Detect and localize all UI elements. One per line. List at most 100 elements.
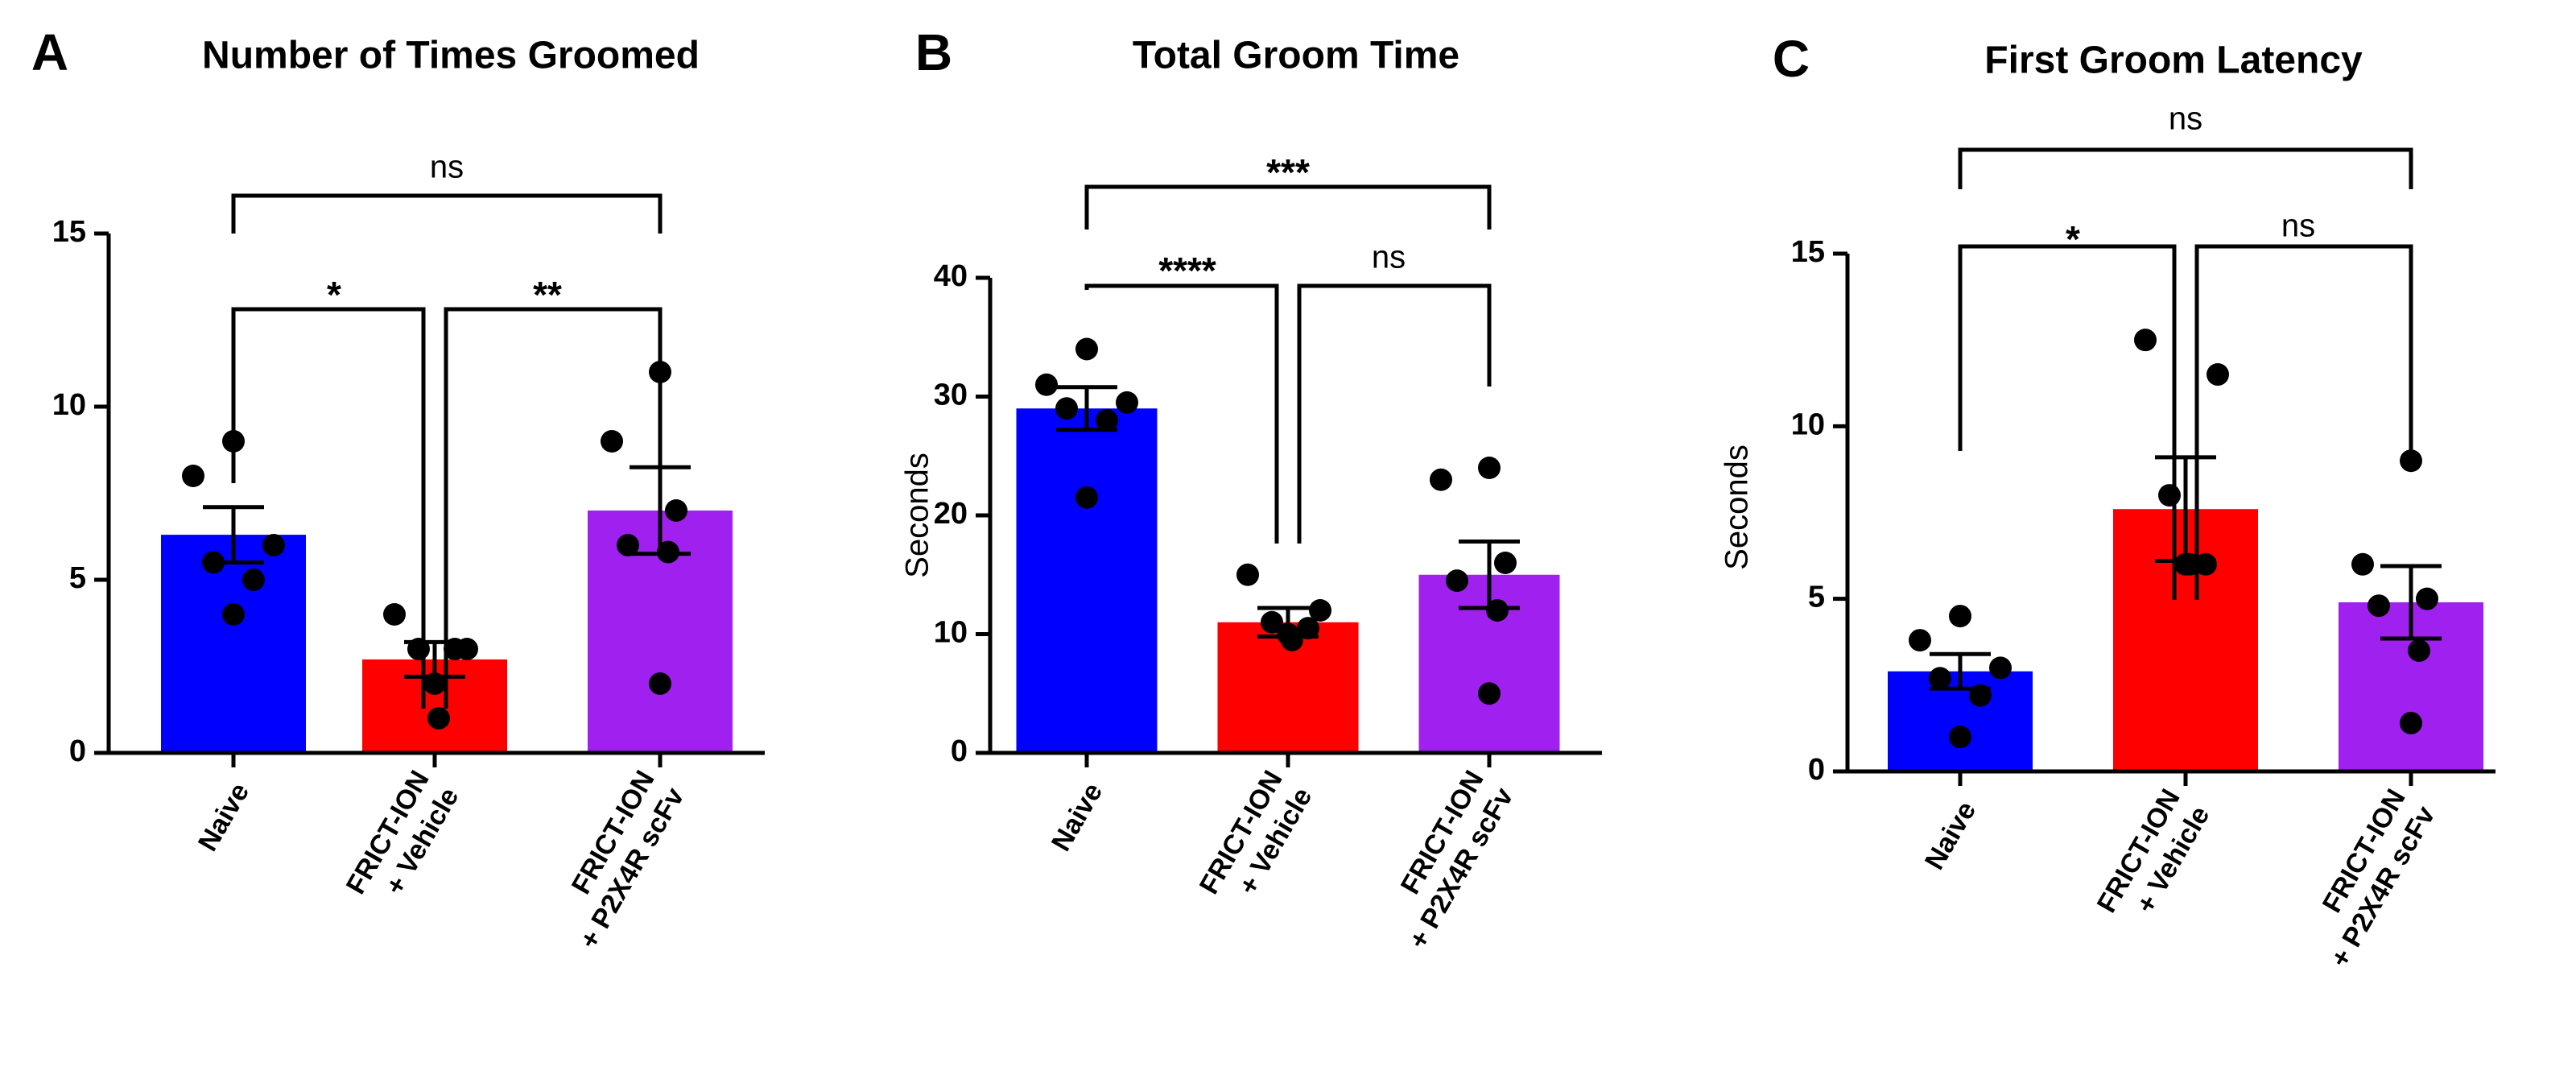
- y-tick-label: 10: [1791, 407, 1825, 441]
- x-tick-label: Naive: [1919, 796, 1982, 875]
- significance-bracket: [1084, 184, 1492, 229]
- x-tick-label-line: Naive: [192, 778, 255, 857]
- chart-title: Total Groom Time: [1133, 35, 1459, 77]
- significance-label: ns: [1372, 240, 1406, 275]
- x-tick-label: Naive: [1046, 778, 1108, 857]
- data-point: [1478, 682, 1501, 705]
- chart-title: Number of Times Groomed: [202, 35, 700, 77]
- panel-letter: B: [915, 23, 952, 81]
- data-point: [2158, 484, 2181, 507]
- significance-bracket: [1297, 283, 1492, 544]
- panel-a: A Number of Times Groomed 0 5 10 15 Naive FRICT…: [31, 23, 765, 954]
- data-point: [1949, 726, 1971, 749]
- data-point: [1281, 628, 1303, 651]
- x-tick-label: FRICT-ION+ Vehicle: [341, 766, 465, 916]
- y-tick-label: 0: [951, 734, 968, 768]
- x-tick-label: Naive: [192, 778, 255, 857]
- data-point: [1116, 391, 1138, 414]
- data-point: [383, 603, 406, 626]
- significance-label: ns: [2281, 209, 2315, 244]
- y-tick-label: 10: [934, 616, 968, 650]
- x-tick-label-line: Naive: [1046, 778, 1108, 857]
- x-tick-label: FRICT-ION+ P2X4R scFv: [2295, 784, 2442, 973]
- x-tick-label: FRICT-ION+ P2X4R scFv: [544, 766, 691, 954]
- significance-label: **: [533, 274, 562, 316]
- panel-letter: C: [1773, 30, 1810, 88]
- data-point: [2207, 363, 2229, 387]
- data-point: [1075, 337, 1098, 361]
- data-point: [182, 465, 204, 487]
- data-point: [202, 551, 225, 574]
- data-point: [423, 672, 446, 695]
- data-point: [1035, 373, 1058, 396]
- significance-bracket: [231, 307, 426, 709]
- significance-bracket: [1084, 283, 1279, 544]
- data-point: [1989, 656, 2012, 680]
- significance-bracket: [231, 193, 663, 234]
- y-tick-label: 40: [934, 259, 968, 293]
- data-point: [1478, 457, 1501, 479]
- x-tick-label-line: Naive: [1919, 796, 1982, 875]
- data-point: [1909, 629, 1931, 652]
- data-point: [242, 569, 265, 591]
- data-point: [617, 534, 639, 556]
- data-point: [649, 672, 671, 695]
- significance-label: ns: [2169, 101, 2202, 137]
- significance-label: ***: [1266, 151, 1310, 193]
- data-point: [1969, 684, 1992, 707]
- chart-title: First Groom Latency: [1984, 39, 2363, 82]
- y-tick-label: 10: [52, 388, 86, 422]
- data-point: [1236, 563, 1259, 586]
- data-point: [222, 603, 245, 626]
- panel-b: B Total Groom Time Seconds 0 10 20 30 40 Naive FR…: [900, 23, 1602, 954]
- data-point: [407, 638, 430, 660]
- data-point: [657, 540, 679, 564]
- y-tick-label: 30: [934, 378, 968, 412]
- data-point: [1297, 617, 1319, 640]
- data-point: [2400, 449, 2422, 473]
- significance-label: ****: [1158, 250, 1216, 291]
- data-point: [2134, 329, 2157, 352]
- y-tick-label: 15: [1791, 235, 1825, 269]
- significance-label: *: [2066, 218, 2080, 260]
- y-tick-label: 5: [69, 561, 86, 595]
- data-point: [665, 499, 687, 522]
- y-tick-label: 15: [52, 215, 86, 249]
- y-tick-label: 0: [1808, 753, 1825, 787]
- significance-bracket: [2194, 244, 2413, 600]
- panel-c: C First Groom Latency Seconds 0 5 10 15 Naive FR…: [1719, 30, 2496, 973]
- y-axis-label: Seconds: [1719, 444, 1755, 570]
- significance-label: *: [327, 274, 341, 316]
- y-tick-label: 0: [69, 734, 86, 768]
- data-point: [2400, 711, 2422, 734]
- data-point: [1494, 552, 1517, 574]
- y-axis-label: Seconds: [900, 453, 935, 578]
- data-point: [1446, 569, 1468, 593]
- bar-1: [161, 535, 306, 753]
- data-point: [1929, 667, 1951, 690]
- data-point: [1486, 599, 1509, 622]
- data-point: [1261, 610, 1283, 634]
- significance-bracket: [1958, 147, 2413, 189]
- significance-bracket: [1958, 244, 2177, 600]
- data-point: [1430, 468, 1452, 491]
- data-point: [1949, 605, 1971, 628]
- data-point: [262, 534, 285, 556]
- significance-bracket: [444, 307, 663, 709]
- x-tick-label: FRICT-ION+ Vehicle: [2091, 784, 2216, 935]
- y-tick-label: 5: [1808, 581, 1825, 614]
- figure-panels: A Number of Times Groomed 0 5 10 15 Naive FRICT…: [31, 23, 2496, 973]
- data-point: [444, 638, 466, 660]
- data-point: [1075, 486, 1098, 509]
- x-tick-label: FRICT-ION+ Vehicle: [1194, 766, 1319, 916]
- data-point: [427, 707, 450, 730]
- data-point: [2351, 552, 2374, 576]
- data-point: [2194, 552, 2217, 576]
- y-tick-label: 20: [934, 497, 968, 531]
- data-point: [1055, 397, 1078, 420]
- data-point: [1096, 409, 1118, 432]
- data-point: [2368, 594, 2390, 618]
- x-tick-label: FRICT-ION+ P2X4R scFv: [1373, 766, 1520, 954]
- panel-letter: A: [31, 23, 68, 81]
